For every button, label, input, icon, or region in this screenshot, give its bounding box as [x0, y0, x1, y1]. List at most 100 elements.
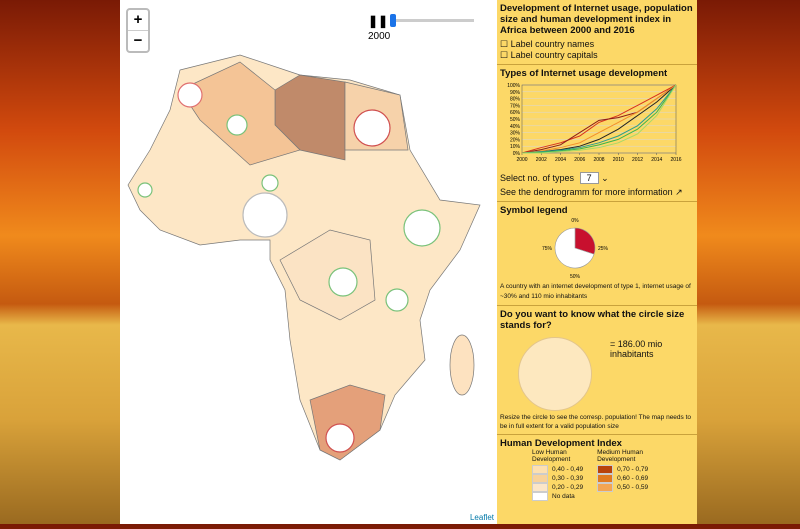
series-line — [521, 84, 677, 154]
hdi-class-label: 0,50 - 0,59 — [617, 484, 649, 491]
x-tick-label: 2002 — [536, 157, 547, 163]
algeria — [179, 61, 301, 166]
x-tick-label: 2006 — [574, 157, 585, 163]
pop-circle — [403, 209, 441, 247]
panel-title: Development of Internet usage, populatio… — [500, 3, 693, 36]
hdi-swatch — [597, 465, 614, 474]
hdi-class-label: 0,70 - 0,79 — [617, 466, 649, 473]
symbol-section: Symbol legend 0% 25% 50% 75% A country with… — [497, 202, 697, 306]
map-svg — [127, 54, 481, 461]
types-label: Select no. of types — [500, 173, 575, 183]
checkbox-row[interactable]: ☐ Label country names — [500, 39, 595, 49]
drc — [279, 229, 376, 321]
symbol-caption: A country with an internet development o… — [500, 283, 691, 300]
pop-circle — [261, 174, 279, 192]
pop-circle — [226, 114, 248, 136]
hdi-group-name: Medium Human Development — [597, 449, 643, 463]
header-section: Development of Internet usage, populatio… — [497, 0, 697, 65]
pop-circle — [353, 109, 391, 147]
pop-circle — [242, 192, 288, 238]
chart-section: Types of Internet usage development 0% 10… — [497, 65, 697, 202]
year-slider[interactable] — [390, 14, 474, 27]
plot-frame — [521, 84, 677, 154]
hdi-class-label: 0,20 - 0,29 — [552, 484, 584, 491]
attribution[interactable]: Leaflet — [469, 513, 494, 522]
checkbox-label: Label country names — [510, 39, 595, 49]
x-tick-label: 2016 — [670, 157, 681, 163]
hdi-class: 0,20 - 0,29 — [532, 483, 583, 492]
circle-question: Do you want to know what the circle size… — [500, 309, 685, 331]
hdi-class: 0,30 - 0,39 — [532, 474, 583, 483]
zoom-in[interactable]: + — [133, 11, 143, 28]
hdi-group-name: Low Human Development — [532, 449, 571, 463]
y-tick-label: 50% — [510, 117, 521, 123]
checkbox-label: Label country capitals — [510, 50, 598, 60]
y-tick-label: 70% — [510, 103, 521, 109]
line-chart: 0%10%20%30%40%50%60%70%80%90%100% 2000 200… — [507, 83, 682, 163]
pop-circle — [177, 82, 203, 108]
x-tick-label: 2008 — [593, 157, 604, 163]
pop-circle — [137, 182, 153, 198]
hdi-class-label: No data — [552, 493, 575, 500]
checkbox-row[interactable]: ☐ Label country capitals — [500, 50, 598, 60]
pop-circle — [325, 423, 355, 453]
y-tick-label: 60% — [510, 110, 521, 116]
circle-section: Do you want to know what the circle size… — [497, 306, 697, 435]
hdi-swatch — [597, 483, 614, 492]
pie-tick-label: 50% — [570, 274, 581, 280]
slider-handle[interactable] — [390, 14, 396, 27]
pie-slice — [574, 227, 596, 255]
hdi-class: No data — [532, 492, 583, 501]
zoom-out[interactable]: − — [128, 30, 148, 51]
dendrogram-link[interactable]: See the dendrogramm for more information… — [500, 187, 683, 197]
types-row: Select no. of types 7 ⌄ — [500, 172, 609, 184]
pie-tick-label: 0% — [571, 218, 579, 224]
hdi-swatch — [597, 474, 614, 483]
y-tick-label: 20% — [510, 137, 521, 143]
y-tick-label: 40% — [510, 124, 521, 130]
pie-tick-label: 75% — [542, 246, 553, 252]
pop-circle — [328, 267, 358, 297]
hdi-group: Low Human Development 0,40 - 0,49 0,30 - 0… — [532, 449, 583, 501]
series-line — [521, 84, 677, 154]
series-line — [521, 84, 677, 154]
madagascar — [449, 334, 475, 396]
hdi-class-label: 0,40 - 0,49 — [552, 466, 584, 473]
hdi-class-label: 0,60 - 0,69 — [617, 475, 649, 482]
zoom-control: + − — [126, 8, 150, 53]
symbol-pie: 0% 25% 50% 75% — [542, 218, 609, 280]
y-tick-label: 80% — [510, 97, 521, 103]
pie-slice — [554, 227, 595, 269]
x-tick-label: 2012 — [632, 157, 643, 163]
link-text: See the dendrogramm for more information — [500, 187, 673, 197]
y-tick-label: 0% — [513, 151, 521, 157]
hdi-class-label: 0,30 - 0,39 — [552, 475, 584, 482]
y-tick-label: 10% — [510, 144, 521, 150]
chart-title: Types of Internet usage development — [500, 68, 668, 79]
hdi-swatch — [532, 483, 548, 492]
pause-button[interactable]: ❚❚ — [368, 14, 389, 28]
hdi-class: 0,60 - 0,69 — [597, 474, 648, 483]
circle-hint: Resize the circle to see the corresp. po… — [500, 414, 692, 430]
hdi-class: 0,70 - 0,79 — [597, 465, 648, 474]
symbol-title: Symbol legend — [500, 205, 568, 216]
x-tick-label: 2004 — [555, 157, 566, 163]
x-tick-label: 2000 — [516, 157, 527, 163]
hdi-legend: Low Human Development 0,40 - 0,49 0,30 - 0… — [500, 449, 694, 501]
hdi-class: 0,40 - 0,49 — [532, 465, 583, 474]
hdi-section: Human Development Index Low Human Develo… — [497, 435, 697, 504]
series-line — [522, 84, 677, 154]
side-panel: Development of Internet usage, populatio… — [497, 0, 697, 524]
hdi-swatch — [532, 474, 548, 483]
hdi-class: 0,50 - 0,59 — [597, 483, 648, 492]
pie-tick-label: 25% — [598, 246, 609, 252]
y-tick-label: 90% — [510, 90, 521, 96]
y-tick-label: 30% — [510, 131, 521, 137]
size-circle[interactable] — [518, 337, 592, 411]
types-select[interactable]: 7 — [579, 172, 599, 184]
x-tick-label: 2014 — [651, 157, 662, 163]
hdi-swatch — [532, 465, 548, 474]
series-line — [521, 84, 677, 154]
map[interactable]: + − ❚❚ 2000 Leaflet — [120, 0, 497, 524]
